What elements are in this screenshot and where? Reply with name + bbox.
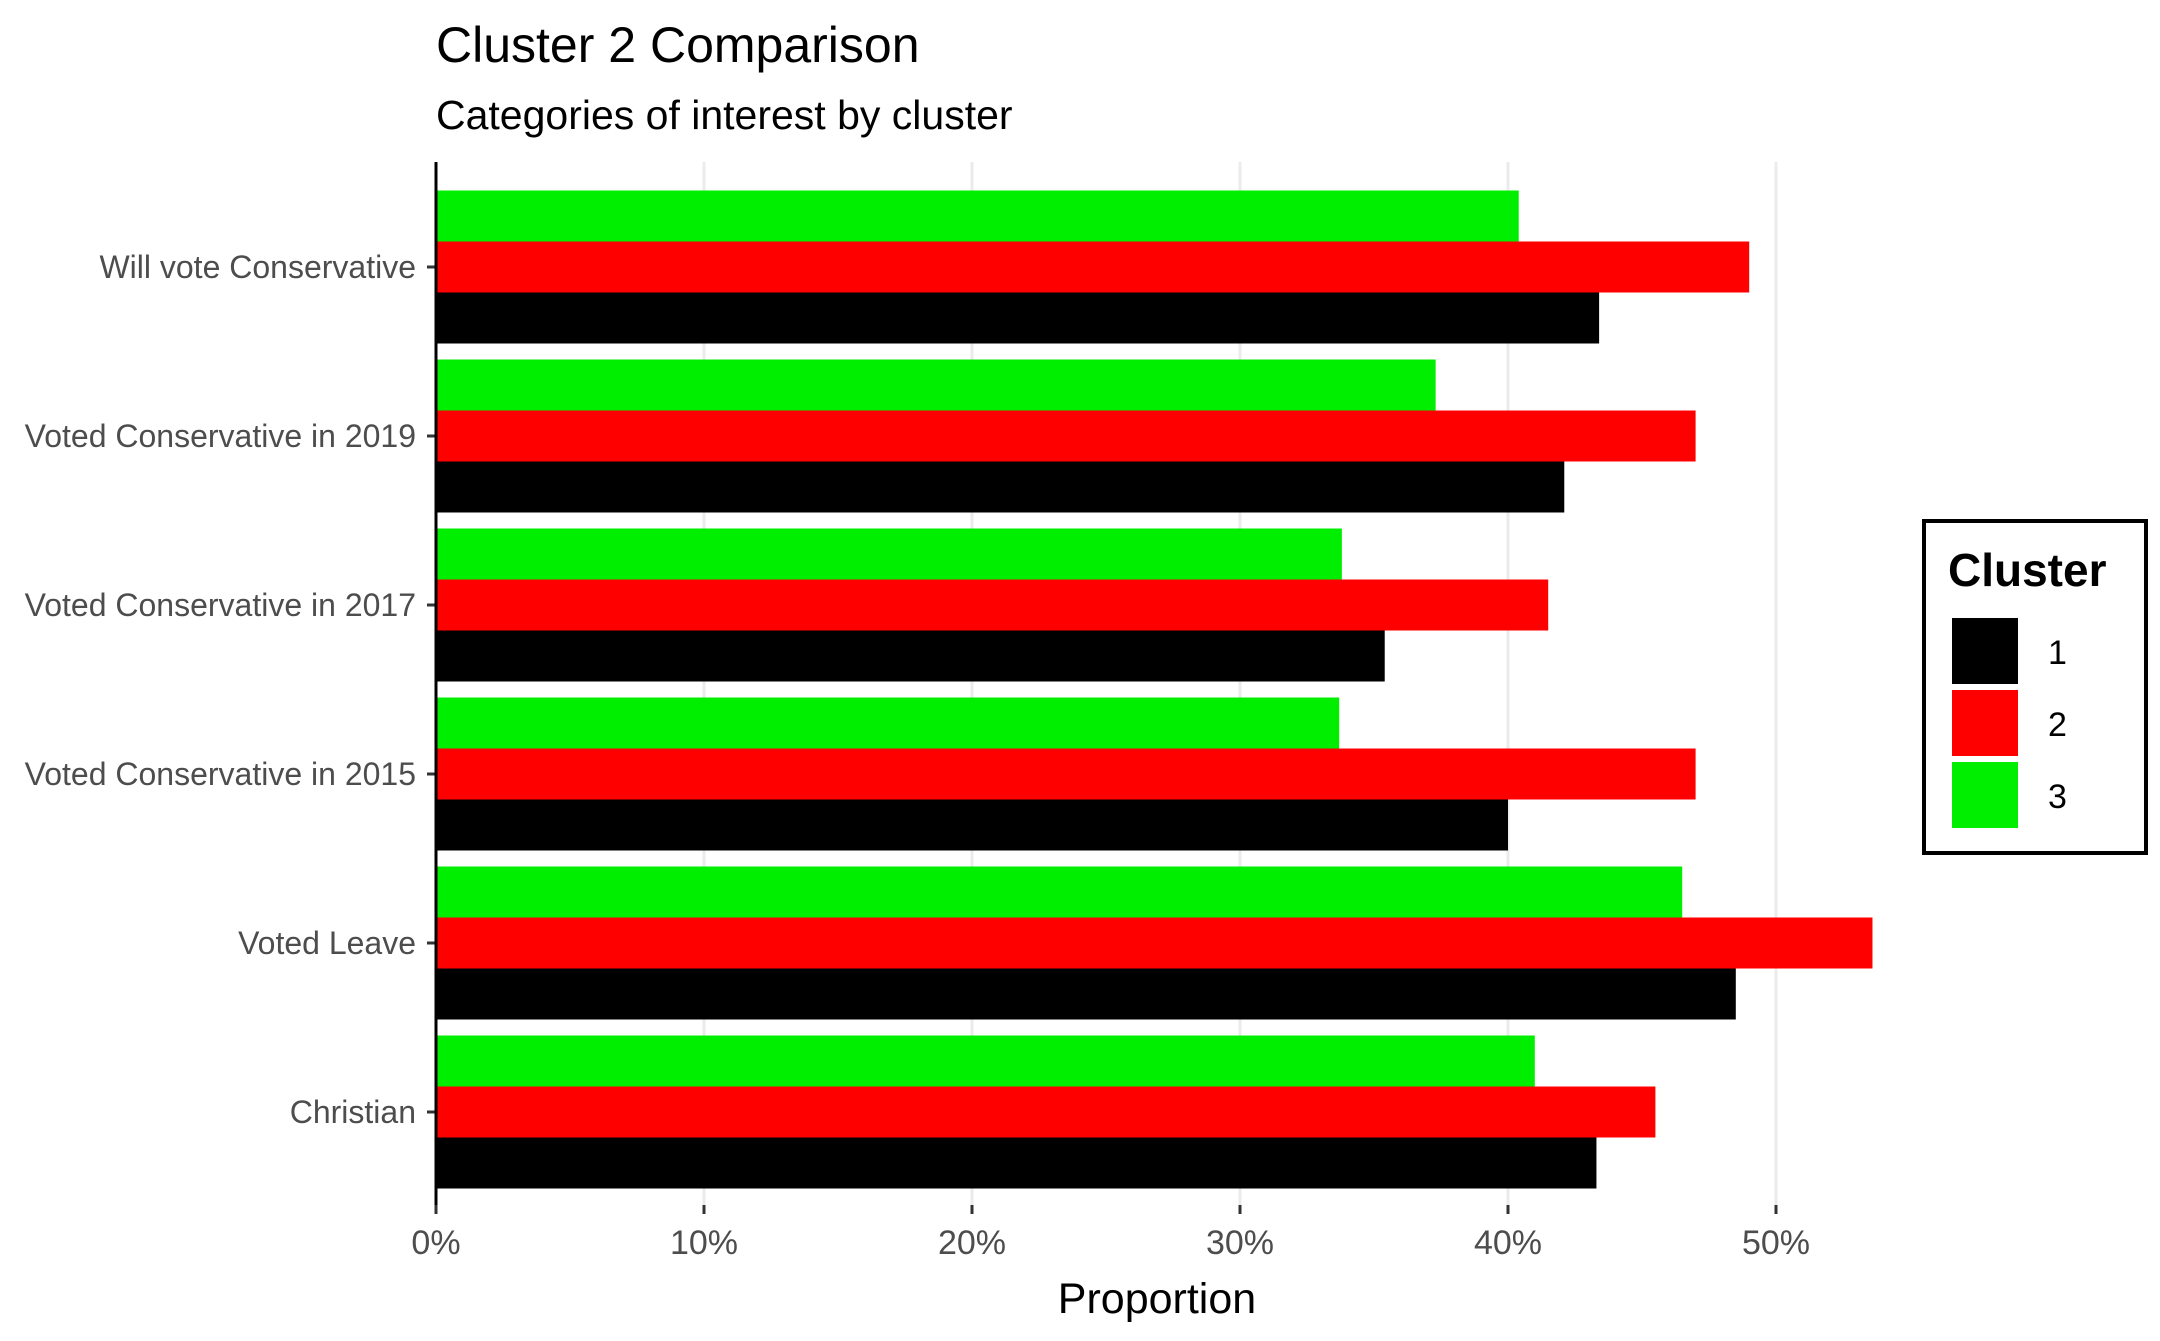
bar-cluster-1-1 bbox=[436, 461, 1565, 513]
bar-cluster-2-3 bbox=[436, 748, 1696, 800]
bar-cluster-3-3 bbox=[436, 697, 1340, 749]
bar-cluster-2-2 bbox=[436, 579, 1549, 631]
chart-subtitle: Categories of interest by cluster bbox=[436, 92, 1013, 138]
legend-swatch-1 bbox=[1952, 618, 2018, 684]
bar-cluster-2-4 bbox=[436, 917, 1873, 969]
x-tick-label-3: 30% bbox=[1206, 1224, 1274, 1262]
bar-cluster-2-0 bbox=[436, 241, 1750, 293]
bar-cluster-3-2 bbox=[436, 528, 1342, 580]
bar-cluster-1-2 bbox=[436, 630, 1385, 682]
x-tick-label-4: 40% bbox=[1474, 1224, 1542, 1262]
bar-cluster-1-4 bbox=[436, 968, 1736, 1020]
legend-swatch-3 bbox=[1952, 762, 2018, 828]
chart-title: Cluster 2 Comparison bbox=[436, 17, 920, 73]
legend: Cluster 1 2 3 bbox=[1922, 519, 2148, 855]
x-tick-label-0: 0% bbox=[411, 1224, 460, 1262]
x-tick-label-2: 20% bbox=[938, 1224, 1006, 1262]
x-tick-label-1: 10% bbox=[670, 1224, 738, 1262]
bar-cluster-2-1 bbox=[436, 410, 1696, 462]
legend-swatch-2 bbox=[1952, 690, 2018, 756]
y-tick-label-4: Voted Leave bbox=[238, 925, 416, 961]
x-tick-label-5: 50% bbox=[1742, 1224, 1810, 1262]
y-tick-label-0: Will vote Conservative bbox=[99, 249, 416, 285]
bar-cluster-3-5 bbox=[436, 1035, 1535, 1087]
legend-title: Cluster bbox=[1948, 544, 2107, 596]
bar-cluster-3-0 bbox=[436, 190, 1519, 242]
bar-cluster-1-3 bbox=[436, 799, 1508, 851]
legend-label-3: 3 bbox=[2048, 778, 2067, 816]
bars bbox=[436, 190, 1873, 1189]
y-tick-label-5: Christian bbox=[290, 1094, 416, 1130]
bar-cluster-2-5 bbox=[436, 1086, 1656, 1138]
y-tick-label-1: Voted Conservative in 2019 bbox=[25, 418, 416, 454]
bar-cluster-1-0 bbox=[436, 292, 1600, 344]
y-tick-label-3: Voted Conservative in 2015 bbox=[25, 756, 416, 792]
y-tick-label-2: Voted Conservative in 2017 bbox=[25, 587, 416, 623]
legend-label-2: 2 bbox=[2048, 706, 2067, 744]
legend-label-1: 1 bbox=[2048, 634, 2067, 672]
bar-cluster-1-5 bbox=[436, 1137, 1597, 1189]
axes: Will vote Conservative Voted Conservative… bbox=[25, 162, 1810, 1262]
legend-items: 1 2 3 bbox=[1952, 618, 2067, 828]
x-axis-title: Proportion bbox=[1058, 1275, 1256, 1323]
bar-cluster-3-4 bbox=[436, 866, 1683, 918]
bar-cluster-3-1 bbox=[436, 359, 1436, 411]
